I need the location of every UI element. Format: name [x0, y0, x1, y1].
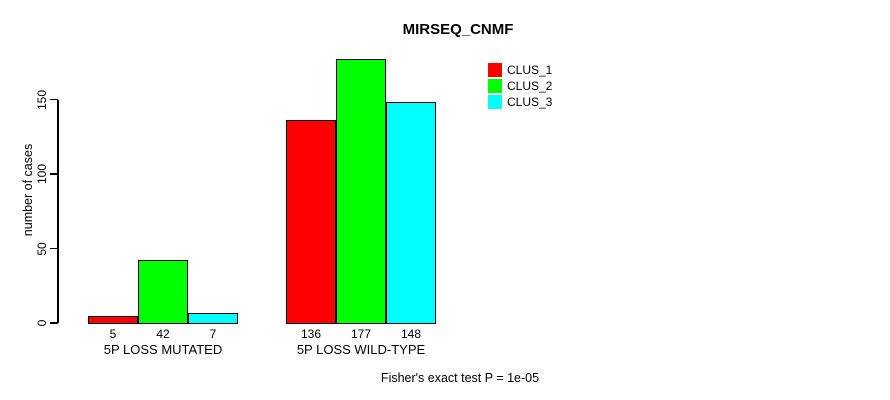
legend-label: CLUS_1 [507, 63, 553, 77]
y-tick-mark [50, 98, 58, 101]
y-tick-mark [50, 322, 58, 324]
y-axis-label: number of cases [21, 143, 35, 237]
bar-clus_3-2 [386, 102, 436, 324]
legend-swatch-clus_3 [488, 95, 502, 109]
bar-clus_1-2 [286, 120, 336, 324]
category-label: 5P LOSS MUTATED [103, 342, 223, 357]
y-tick-label: 50 [35, 241, 49, 256]
legend-swatch-clus_2 [488, 79, 502, 93]
y-tick-label: 0 [35, 319, 49, 327]
legend-label: CLUS_3 [507, 95, 553, 109]
bar-value-label: 177 [350, 327, 372, 341]
bar-clus_2-1 [138, 260, 188, 324]
legend-label: CLUS_2 [507, 79, 553, 93]
y-tick-label: 100 [35, 163, 49, 185]
bar-value-label: 148 [400, 327, 422, 341]
y-axis-line [57, 99, 59, 323]
bar-clus_1-1 [88, 315, 138, 324]
bar-value-label: 136 [300, 327, 322, 341]
annotation-fishers-test: Fisher's exact test P = 1e-05 [380, 371, 540, 385]
bar-value-label: 7 [209, 327, 217, 341]
bar-clus_2-2 [336, 59, 386, 324]
chart-title: MIRSEQ_CNMF [402, 21, 514, 38]
bar-value-label: 5 [109, 327, 117, 341]
y-tick-mark [50, 173, 58, 175]
bar-clus_3-1 [188, 312, 238, 324]
y-tick-mark [50, 247, 58, 250]
y-tick-label: 150 [35, 89, 49, 110]
category-label: 5P LOSS WILD-TYPE [296, 342, 426, 357]
legend-swatch-clus_1 [488, 63, 502, 77]
bar-value-label: 42 [156, 327, 170, 341]
